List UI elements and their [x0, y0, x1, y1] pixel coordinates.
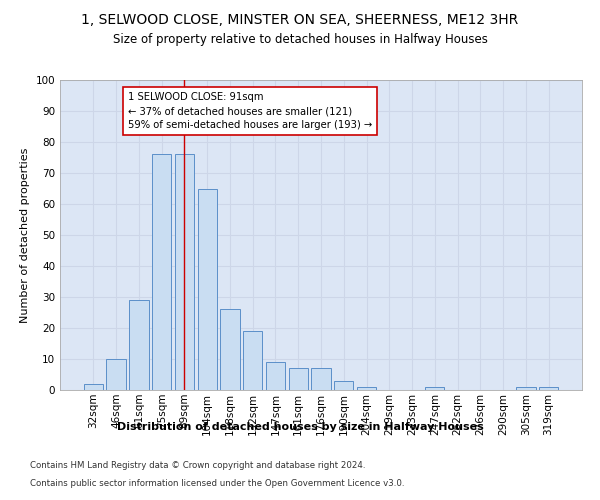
Text: 1 SELWOOD CLOSE: 91sqm
← 37% of detached houses are smaller (121)
59% of semi-de: 1 SELWOOD CLOSE: 91sqm ← 37% of detached…: [128, 92, 372, 130]
Bar: [175, 154, 194, 390]
Bar: [243, 331, 262, 390]
Text: Size of property relative to detached houses in Halfway Houses: Size of property relative to detached ho…: [113, 32, 487, 46]
Bar: [334, 380, 353, 390]
Bar: [311, 368, 331, 390]
Bar: [129, 300, 149, 390]
Bar: [197, 188, 217, 390]
Bar: [84, 384, 103, 390]
Text: 1, SELWOOD CLOSE, MINSTER ON SEA, SHEERNESS, ME12 3HR: 1, SELWOOD CLOSE, MINSTER ON SEA, SHEERN…: [82, 12, 518, 26]
Text: Contains HM Land Registry data © Crown copyright and database right 2024.: Contains HM Land Registry data © Crown c…: [30, 461, 365, 470]
Bar: [425, 387, 445, 390]
Bar: [266, 362, 285, 390]
Y-axis label: Number of detached properties: Number of detached properties: [20, 148, 30, 322]
Bar: [106, 359, 126, 390]
Text: Contains public sector information licensed under the Open Government Licence v3: Contains public sector information licen…: [30, 478, 404, 488]
Bar: [152, 154, 172, 390]
Bar: [289, 368, 308, 390]
Bar: [516, 387, 536, 390]
Bar: [357, 387, 376, 390]
Bar: [220, 310, 239, 390]
Text: Distribution of detached houses by size in Halfway Houses: Distribution of detached houses by size …: [116, 422, 484, 432]
Bar: [539, 387, 558, 390]
